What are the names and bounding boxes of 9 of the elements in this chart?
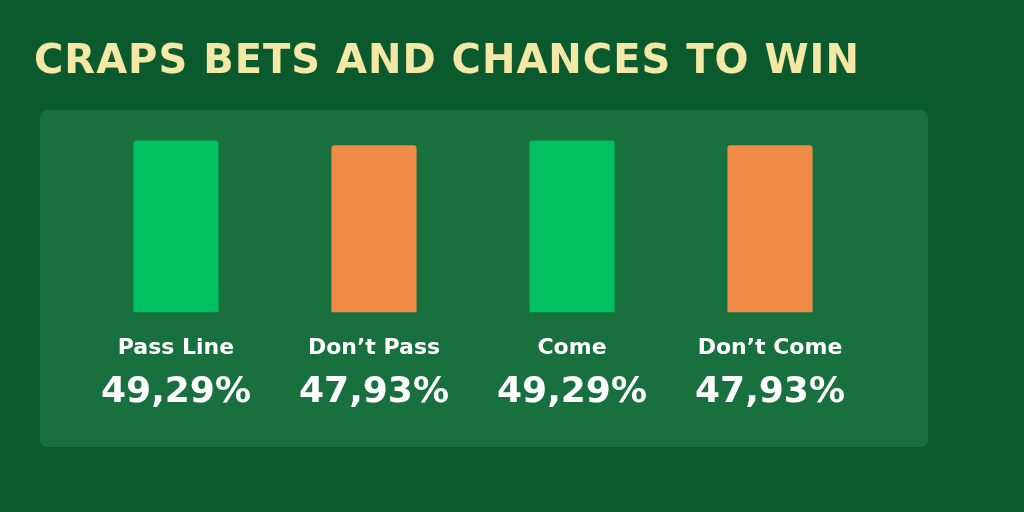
data-label: 49,29%: [101, 368, 251, 410]
data-label: 47,93%: [695, 368, 845, 410]
x-tick-label: Come: [537, 333, 607, 359]
data-label: 49,29%: [497, 368, 647, 410]
x-tick-label: Don’t Come: [697, 333, 843, 359]
x-tick-label: Pass Line: [117, 333, 235, 359]
data-label: 47,93%: [299, 368, 449, 410]
x-tick-label: Don’t Pass: [307, 333, 441, 359]
chart-title: CRAPS BETS AND CHANCES TO WIN: [34, 36, 860, 82]
